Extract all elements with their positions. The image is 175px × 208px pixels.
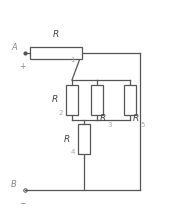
Text: R: R bbox=[52, 95, 58, 104]
Bar bbox=[66, 85, 78, 115]
Text: R: R bbox=[64, 135, 70, 144]
Text: 1: 1 bbox=[70, 57, 75, 63]
Text: 3: 3 bbox=[107, 122, 111, 128]
Text: A: A bbox=[11, 43, 17, 52]
Bar bbox=[78, 124, 90, 154]
Text: 2: 2 bbox=[59, 110, 63, 116]
Text: +: + bbox=[19, 62, 25, 71]
Bar bbox=[124, 85, 136, 115]
Text: R: R bbox=[53, 30, 59, 39]
Text: 5: 5 bbox=[140, 122, 144, 128]
Text: R: R bbox=[133, 114, 139, 123]
Text: B: B bbox=[11, 180, 17, 189]
Text: −: − bbox=[19, 199, 25, 208]
Text: R: R bbox=[100, 114, 106, 123]
Bar bbox=[30, 47, 82, 59]
Text: 4: 4 bbox=[71, 149, 75, 155]
Bar bbox=[91, 85, 103, 115]
